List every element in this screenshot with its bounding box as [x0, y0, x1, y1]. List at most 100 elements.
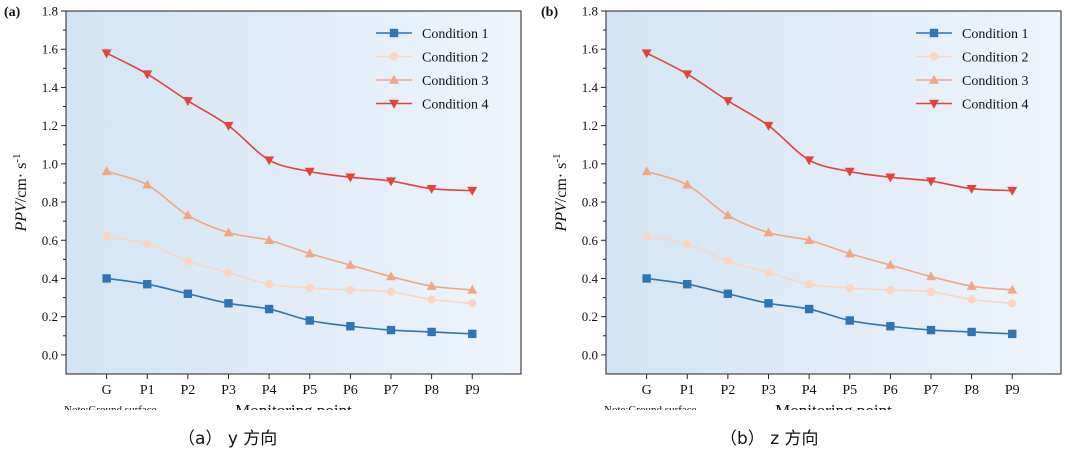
- data-point: [467, 284, 478, 294]
- y-tick-label: 0.8: [582, 195, 598, 210]
- data-point: [223, 121, 234, 131]
- data-point: [264, 280, 274, 289]
- data-point: [682, 70, 693, 80]
- y-tick-label: 1.8: [582, 4, 598, 19]
- data-point: [682, 179, 693, 189]
- data-point: [264, 235, 275, 244]
- data-point: [966, 280, 977, 290]
- y-tick-label: 1.4: [582, 80, 599, 95]
- legend-marker: [929, 74, 939, 84]
- figure: 0.0 0.2 0.4 0.6 0.8 1.0 1.2 1.4 1.6 1.8 G P1 P2 P3 P4 P…: [4, 4, 1062, 410]
- data-point: [763, 121, 774, 131]
- data-point: [804, 235, 815, 244]
- chart-panel-a: 0.0 0.2 0.4 0.6 0.8 1.0 1.2 1.4 1.6 1.8 G P1 P2 P3 P4 P…: [4, 4, 522, 410]
- legend-marker: [929, 52, 939, 61]
- data-point: [305, 283, 314, 293]
- data-point: [845, 316, 854, 325]
- data-point: [1007, 284, 1018, 294]
- y-tick-label: 0.2: [582, 309, 598, 324]
- y-tick-label: 1.6: [582, 42, 599, 57]
- data-point: [804, 156, 815, 166]
- data-point: [722, 97, 733, 106]
- data-point: [844, 167, 855, 177]
- data-point: [386, 271, 396, 281]
- data-point: [305, 316, 314, 325]
- y-tick-label: 0.0: [42, 347, 58, 362]
- y-tick-label: 1.2: [42, 118, 58, 133]
- plot-frame: [65, 10, 522, 375]
- plot-frame: [605, 10, 1062, 375]
- data-point: [142, 70, 153, 80]
- x-tick-label: P6: [343, 383, 358, 398]
- y-tick-label: 1.0: [582, 156, 598, 171]
- panel-label: (a): [4, 5, 21, 20]
- data-point: [101, 166, 112, 176]
- x-tick-label: P3: [761, 383, 776, 398]
- chart-panel-b: 0.0 0.2 0.4 0.6 0.8 1.0 1.2 1.4 1.6 1.8 G P1 P2 P3 P4 P…: [541, 4, 1062, 410]
- legend-marker: [929, 28, 939, 38]
- data-point: [346, 285, 355, 295]
- legend: Condition 1 Condition 2 Condition 3 Conditi…: [916, 27, 1029, 113]
- x-tick-label: P9: [465, 383, 480, 398]
- data-point: [142, 179, 153, 189]
- data-point: [182, 97, 193, 106]
- series-line: [646, 235, 1013, 305]
- series-line: [106, 277, 473, 335]
- caption-b: （b） z 方向: [720, 429, 819, 449]
- data-point: [966, 184, 977, 194]
- data-point: [886, 322, 895, 331]
- data-point: [886, 285, 895, 295]
- series-line: [106, 235, 473, 305]
- x-tick-label: P5: [842, 383, 857, 398]
- data-point: [183, 257, 193, 266]
- data-point: [143, 239, 152, 249]
- x-tick-label: P2: [720, 383, 735, 398]
- data-point: [763, 227, 774, 237]
- x-tick-label: P3: [221, 383, 236, 398]
- data-point: [386, 325, 396, 335]
- x-tick-label: P7: [384, 383, 399, 398]
- series-line: [646, 277, 1013, 335]
- series-4: [641, 49, 1018, 196]
- legend-label: Condition 3: [422, 74, 489, 89]
- data-point: [642, 232, 651, 241]
- data-point: [764, 299, 773, 308]
- series-1: [642, 274, 1017, 339]
- data-point: [1008, 329, 1017, 339]
- y-tick-label: 1.0: [42, 156, 58, 171]
- y-tick-label: 1.4: [42, 80, 59, 95]
- data-point: [967, 295, 976, 304]
- data-point: [224, 268, 233, 277]
- data-point: [804, 304, 814, 314]
- y-tick-label: 1.8: [42, 4, 58, 19]
- data-point: [183, 289, 193, 298]
- x-tick-label: P6: [883, 383, 898, 398]
- data-point: [304, 248, 315, 258]
- data-point: [926, 325, 936, 335]
- series-1: [102, 274, 477, 339]
- data-point: [427, 327, 436, 337]
- legend-label: Condition 1: [422, 27, 489, 42]
- x-tick-label: P2: [180, 383, 195, 398]
- x-tick-label: P4: [262, 383, 277, 398]
- legend-label: Condition 2: [962, 51, 1029, 66]
- data-point: [683, 280, 692, 289]
- x-tick-label: P4: [802, 383, 817, 398]
- data-point: [467, 186, 478, 196]
- data-point: [264, 304, 274, 314]
- series-2: [642, 232, 1017, 308]
- legend-label: Condition 3: [962, 74, 1029, 89]
- data-point: [386, 287, 396, 297]
- data-point: [264, 156, 275, 166]
- x-tick-label: P8: [964, 383, 979, 398]
- data-point: [224, 299, 233, 308]
- series-line: [646, 170, 1013, 291]
- data-point: [143, 280, 152, 289]
- data-point: [642, 274, 651, 283]
- data-point: [182, 210, 193, 220]
- data-point: [723, 289, 733, 298]
- x-tick-label: P7: [924, 383, 939, 398]
- y-tick-label: 0.8: [42, 195, 58, 210]
- data-point: [345, 173, 356, 183]
- data-point: [426, 280, 437, 290]
